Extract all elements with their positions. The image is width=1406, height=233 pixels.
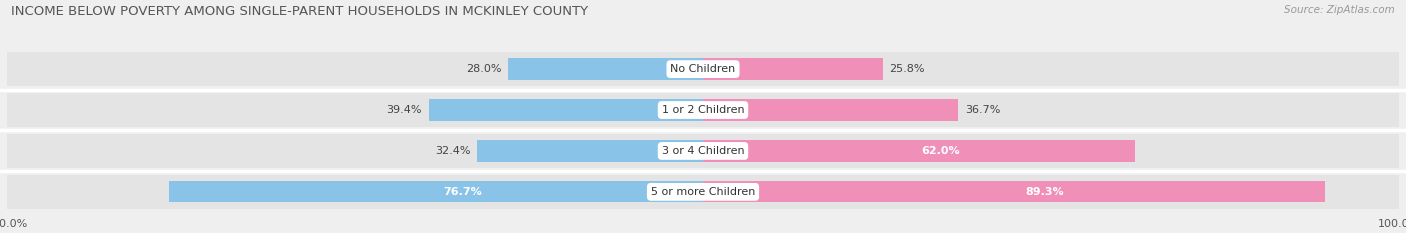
Bar	[429, 99, 703, 121]
Bar	[703, 175, 1399, 209]
Text: 36.7%: 36.7%	[966, 105, 1001, 115]
Bar	[703, 140, 1135, 161]
Text: 28.0%: 28.0%	[465, 64, 501, 74]
Bar	[7, 134, 703, 168]
Bar	[508, 58, 703, 80]
Text: 76.7%: 76.7%	[443, 187, 482, 197]
Bar	[703, 93, 1399, 127]
Text: 32.4%: 32.4%	[434, 146, 471, 156]
Bar	[7, 52, 703, 86]
Text: 3 or 4 Children: 3 or 4 Children	[662, 146, 744, 156]
Bar	[703, 99, 959, 121]
Text: No Children: No Children	[671, 64, 735, 74]
Bar	[7, 175, 703, 209]
Bar	[703, 134, 1399, 168]
Bar	[7, 93, 703, 127]
Bar	[703, 52, 1399, 86]
Text: 39.4%: 39.4%	[387, 105, 422, 115]
Text: Source: ZipAtlas.com: Source: ZipAtlas.com	[1284, 5, 1395, 15]
Text: 89.3%: 89.3%	[1025, 187, 1064, 197]
Bar	[478, 140, 703, 161]
Text: 62.0%: 62.0%	[921, 146, 960, 156]
Text: 25.8%: 25.8%	[890, 64, 925, 74]
Bar	[703, 58, 883, 80]
Text: INCOME BELOW POVERTY AMONG SINGLE-PARENT HOUSEHOLDS IN MCKINLEY COUNTY: INCOME BELOW POVERTY AMONG SINGLE-PARENT…	[11, 5, 588, 18]
Text: 1 or 2 Children: 1 or 2 Children	[662, 105, 744, 115]
Bar	[169, 181, 703, 202]
Text: 5 or more Children: 5 or more Children	[651, 187, 755, 197]
Bar	[703, 181, 1324, 202]
